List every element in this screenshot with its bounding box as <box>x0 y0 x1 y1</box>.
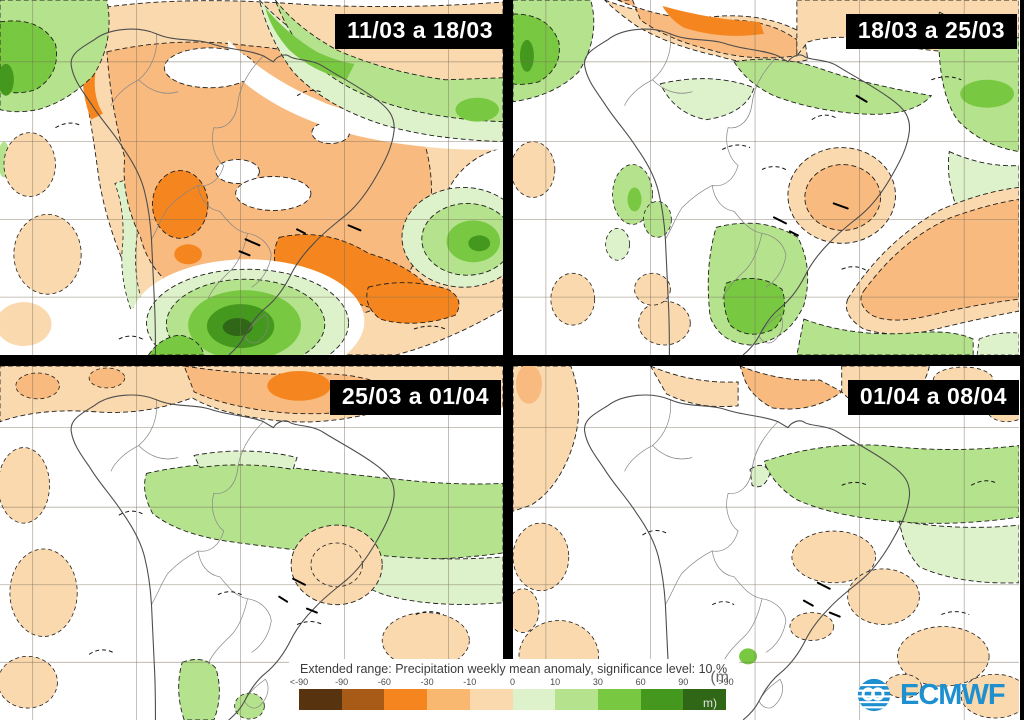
colorbar-segment <box>555 689 598 710</box>
legend-colorbar <box>299 689 727 710</box>
colorbar-segment <box>597 689 641 710</box>
legend-title: Extended range: Precipitation weekly mea… <box>300 662 728 676</box>
legend-tick: -10 <box>463 677 477 687</box>
ecmwf-logo: ECMWF <box>855 676 1006 714</box>
panel-date-label: 18/03 a 25/03 <box>845 14 1017 49</box>
legend-ticks: <-90 -90 -60 -30 -10 0 10 30 60 90 >90 <box>290 677 734 689</box>
legend: Extended range: Precipitation weekly mea… <box>289 659 739 720</box>
colorbar-segment <box>384 689 428 710</box>
panel-week1: 11/03 a 18/03 <box>0 0 503 355</box>
legend-tick: >90 <box>718 677 734 687</box>
right-edge-border <box>1020 0 1024 720</box>
legend-tick: 60 <box>635 677 646 687</box>
colorbar-segment <box>683 689 727 710</box>
legend-tick: -30 <box>420 677 434 687</box>
colorbar-segment <box>512 689 556 710</box>
legend-tick: 0 <box>509 677 516 687</box>
ecmwf-logo-icon <box>857 678 891 712</box>
legend-unit-close: m) <box>703 696 717 710</box>
map-week1 <box>0 0 503 355</box>
colorbar-segment <box>469 689 513 710</box>
panel-date-label: 11/03 a 18/03 <box>335 14 503 49</box>
colorbar-segment <box>299 689 342 710</box>
colorbar-segment <box>341 689 385 710</box>
panel-date-label: 25/03 a 01/04 <box>329 380 501 415</box>
map-week4 <box>513 366 1019 720</box>
legend-unit-open: (m <box>710 669 729 686</box>
panel-date-label: 01/04 a 08/04 <box>847 380 1019 415</box>
colorbar-segment <box>427 689 470 710</box>
legend-tick: <-90 <box>289 677 309 687</box>
panel-week2: 18/03 a 25/03 <box>513 0 1019 355</box>
legend-tick: -60 <box>377 677 391 687</box>
legend-tick: 90 <box>678 677 689 687</box>
legend-tick: 10 <box>550 677 561 687</box>
ecmwf-logo-text: ECMWF <box>900 678 1006 711</box>
legend-tick: 30 <box>592 677 603 687</box>
map-week2 <box>513 0 1019 355</box>
legend-tick: -90 <box>335 677 349 687</box>
horizontal-divider <box>0 355 1024 366</box>
colorbar-segment <box>640 689 684 710</box>
